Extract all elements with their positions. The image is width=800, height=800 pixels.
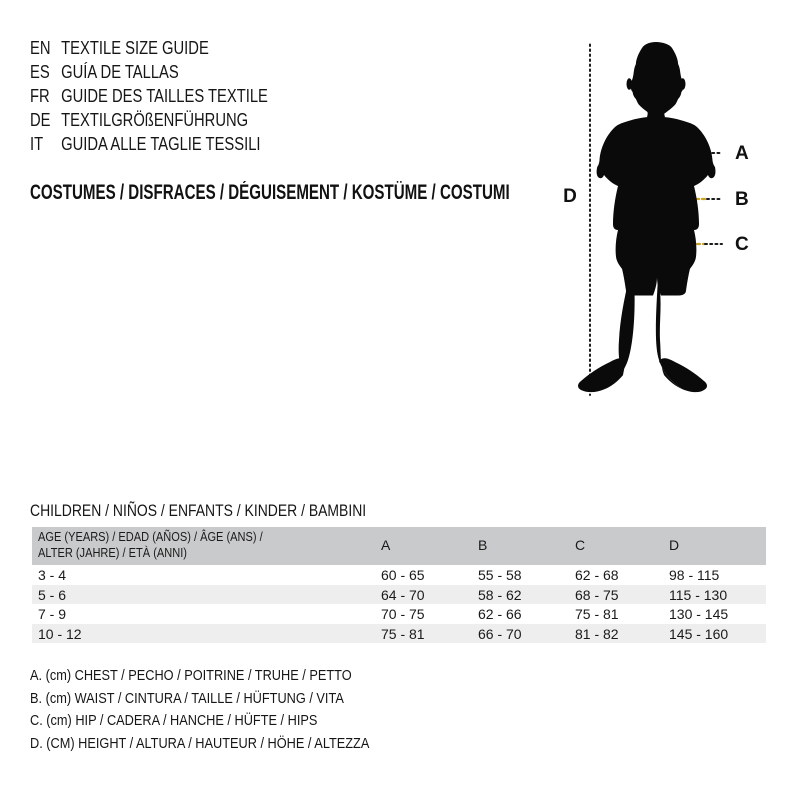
svg-text:B: B: [735, 189, 749, 210]
svg-text:A: A: [735, 143, 749, 164]
svg-text:D: D: [563, 186, 577, 207]
svg-text:C: C: [735, 234, 749, 255]
